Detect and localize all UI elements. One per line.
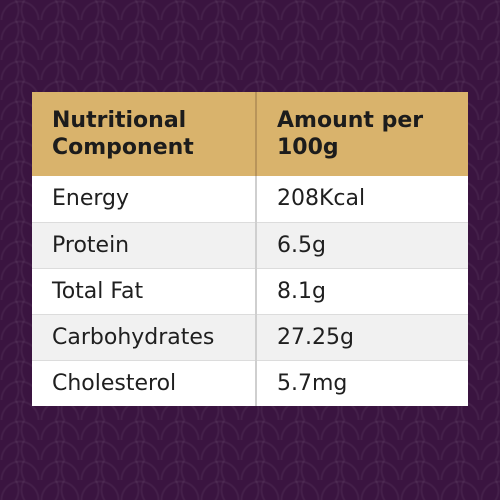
amount-cell: 27.25g	[256, 314, 468, 361]
component-cell: Total Fat	[32, 268, 257, 315]
amount-cell: 6.5g	[256, 222, 468, 269]
amount-cell: 5.7mg	[256, 360, 468, 406]
header-row: Nutritional Component Amount per 100g	[32, 92, 468, 176]
table-row: Total Fat 8.1g	[32, 268, 468, 315]
component-cell: Cholesterol	[32, 360, 257, 406]
table-row: Protein 6.5g	[32, 222, 468, 269]
component-cell: Energy	[32, 176, 257, 223]
nutrition-table: Nutritional Component Amount per 100g En…	[32, 92, 468, 406]
amount-cell: 8.1g	[256, 268, 468, 315]
table-row: Energy 208Kcal	[32, 176, 468, 223]
table-row: Cholesterol 5.7mg	[32, 360, 468, 406]
component-cell: Carbohydrates	[32, 314, 257, 361]
header-component: Nutritional Component	[32, 92, 257, 176]
amount-cell: 208Kcal	[256, 176, 468, 223]
header-amount: Amount per 100g	[256, 92, 468, 176]
component-cell: Protein	[32, 222, 257, 269]
table-row: Carbohydrates 27.25g	[32, 314, 468, 361]
